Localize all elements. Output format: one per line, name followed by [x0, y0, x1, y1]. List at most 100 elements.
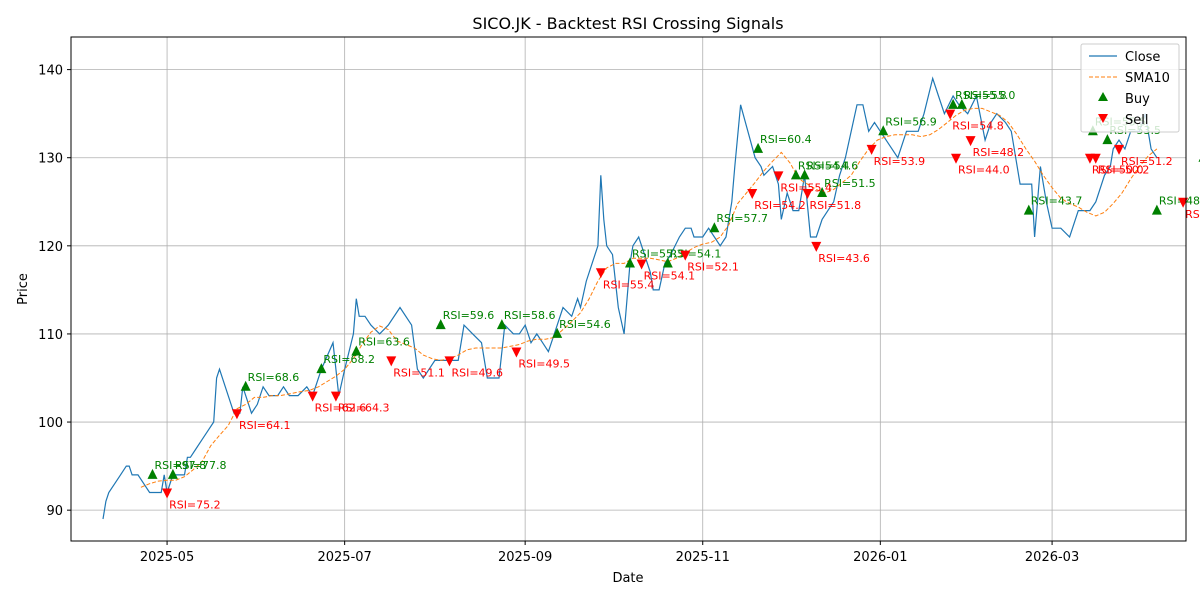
sell-marker [444, 356, 455, 367]
sell-signal-label: RSI=53.9 [874, 155, 926, 168]
buy-marker [1023, 204, 1034, 215]
sell-marker [386, 356, 397, 367]
sell-marker [595, 268, 606, 279]
buy-marker [956, 98, 967, 109]
sell-signal-label: RSI=62.6 [315, 402, 367, 415]
buy-signal-label: RSI=51.5 [824, 177, 876, 190]
buy-signal-label: RSI=60.4 [760, 133, 812, 146]
buy-signal-label: RSI=68.6 [248, 371, 300, 384]
buy-marker [662, 257, 673, 268]
axis-ticks: 90 100 110 120 130 140 2025-05 2025-07 2025-09 20… [38, 64, 1079, 565]
sell-signal-label: RSI=64.1 [239, 419, 291, 432]
sell-marker [680, 250, 691, 261]
sell-marker [802, 188, 813, 199]
buy-marker [1151, 204, 1162, 215]
sell-signal-label: RSI=50.0 [1092, 164, 1144, 177]
sell-signal-label: RSI=75.2 [169, 499, 221, 512]
sell-signal-label: RSI=49.6 [451, 366, 503, 379]
buy-marker [351, 345, 362, 356]
sell-signal-label: RSI=50.2 [1098, 164, 1150, 177]
buy-marker [624, 257, 635, 268]
buy-marker [878, 125, 889, 136]
sell-marker [1090, 153, 1101, 164]
buy-signal-label: RSI=68.2 [323, 353, 375, 366]
sell-signal-label: RSI=55.4 [603, 278, 655, 291]
buy-marker [435, 319, 446, 330]
buy-signal-label: RSI=77.8 [175, 459, 227, 472]
chart-title: SICO.JK - Backtest RSI Crossing Signals [472, 14, 783, 33]
sell-signal-label: RSI=64.3 [338, 402, 390, 415]
sell-marker [773, 171, 784, 182]
sell-marker [511, 347, 522, 358]
buy-marker [817, 186, 828, 197]
legend-sell-label: Sell [1125, 113, 1148, 128]
x-tick-label: 2026-01 [853, 550, 907, 565]
buy-marker [1102, 134, 1113, 145]
sell-marker [162, 488, 173, 499]
buy-signal-label: RSI=58.6 [504, 309, 556, 322]
buy-signal-label: RSI=63.6 [358, 336, 410, 349]
buy-marker [948, 98, 959, 109]
x-tick-label: 2025-09 [498, 550, 552, 565]
buy-signal-label: RSI=54.6 [559, 318, 611, 331]
buy-signal-label: RSI=54.6 [807, 159, 859, 172]
legend-close-label: Close [1125, 50, 1160, 65]
legend-buy-marker-icon [1098, 92, 1108, 101]
buy-marker [753, 142, 764, 153]
buy-marker [496, 319, 507, 330]
sell-signal-label: RSI=52.1 [687, 261, 739, 274]
grid-lines [71, 37, 1186, 541]
legend-sell-marker-icon [1098, 114, 1108, 123]
sell-signal-label: RSI=48.2 [973, 146, 1025, 159]
sell-signal-label: RSI=43.6 [818, 252, 870, 265]
sell-marker [945, 109, 956, 120]
y-tick-label: 100 [38, 416, 63, 431]
x-tick-label: 2025-05 [140, 550, 194, 565]
legend-sma-label: SMA10 [1125, 71, 1170, 86]
buy-signal-label: RSI=48.4 [1159, 195, 1200, 208]
buy-marker [552, 327, 563, 338]
sell-marker [1114, 144, 1125, 155]
buy-signal-label: RSI=54.4 [798, 159, 850, 172]
y-tick-label: 130 [38, 152, 63, 167]
sell-marker [330, 391, 341, 402]
buy-signal-label: RSI=57.7 [716, 212, 768, 225]
sell-signal-label: RSI=51.8 [810, 199, 862, 212]
legend-box [1080, 43, 1180, 133]
sell-signal-label: RSI=55.4 [780, 181, 832, 194]
legend: Close SMA10 Buy Sell [1080, 43, 1180, 133]
sell-marker [811, 241, 822, 252]
x-axis-title: Date [612, 571, 643, 586]
sell-marker [636, 259, 647, 270]
sell-signal-label: RSI=54.1 [644, 269, 696, 282]
x-tick-label: 2025-07 [317, 550, 371, 565]
buy-marker [790, 169, 801, 180]
sell-signal-label: RSI=49.8 [1185, 208, 1200, 221]
sell-marker [231, 409, 242, 420]
buy-signal-label: RSI=43.7 [1031, 195, 1083, 208]
sell-signal-label: RSI=51.2 [1121, 155, 1173, 168]
x-tick-label: 2026-03 [1025, 550, 1079, 565]
sell-signal-label: RSI=51.1 [393, 366, 445, 379]
sell-marker [951, 153, 962, 164]
buy-signal-label: RSI=59.6 [443, 309, 495, 322]
y-tick-label: 110 [38, 328, 63, 343]
buy-marker [167, 468, 178, 479]
sell-signal-label: RSI=54.8 [952, 120, 1004, 133]
sell-marker [965, 136, 976, 147]
plot-frame [70, 36, 1187, 542]
sell-signal-label: RSI=54.2 [754, 199, 806, 212]
buy-signal-label: RSI=55.8 [955, 89, 1007, 102]
buy-signal-label: RSI=55.3 [632, 247, 684, 260]
legend-buy-label: Buy [1125, 92, 1150, 107]
y-tick-label: 120 [38, 240, 63, 255]
sell-signal-label: RSI=49.5 [518, 358, 570, 371]
buy-signal-label: RSI=55.0 [964, 89, 1016, 102]
y-tick-label: 140 [38, 64, 63, 79]
buy-marker [240, 380, 251, 391]
sell-signal-label: RSI=44.0 [958, 164, 1010, 177]
buy-signal-label: RSI=97.8 [155, 459, 207, 472]
